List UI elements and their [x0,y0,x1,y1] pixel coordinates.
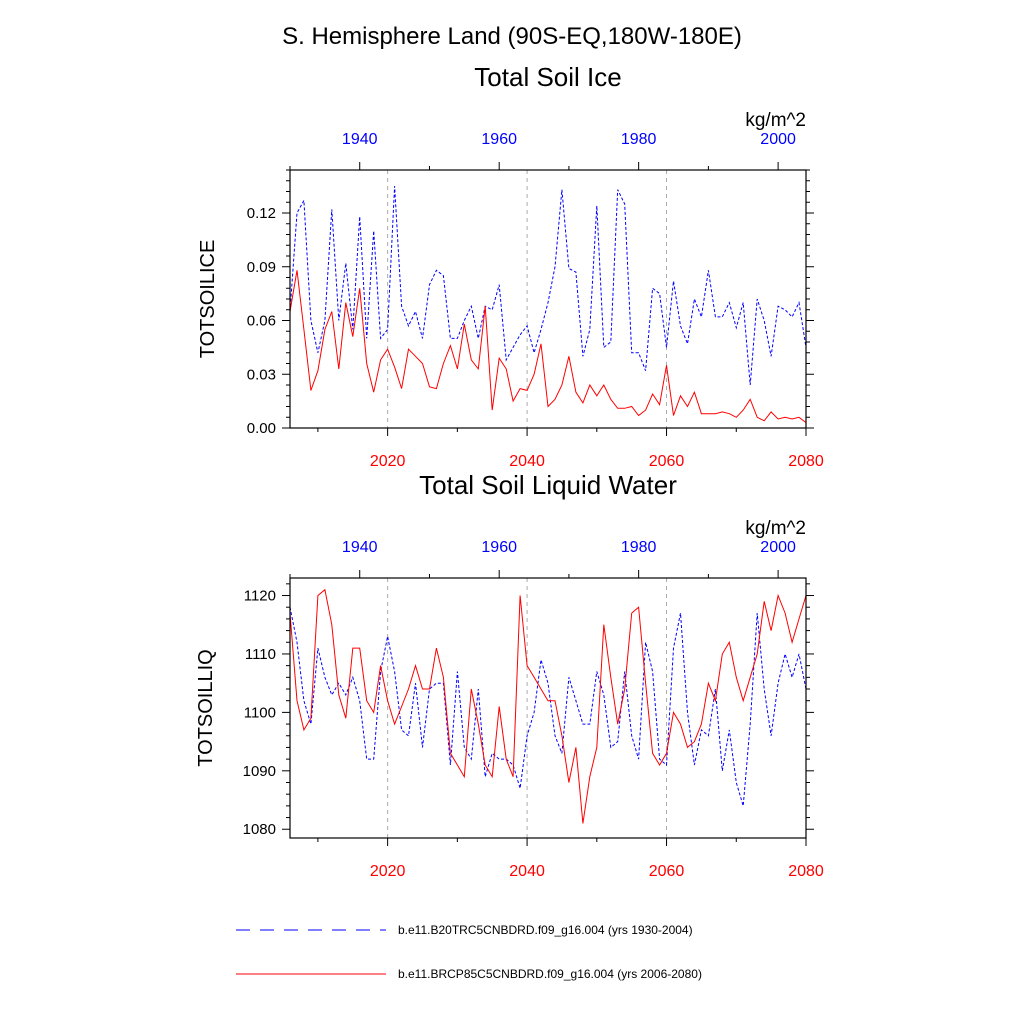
x-bottom-tick-label: 2020 [370,453,406,470]
x-top-tick-label: 2000 [760,131,796,148]
region-title: S. Hemisphere Land (90S-EQ,180W-180E) [282,23,742,50]
soil-ice-title: Total Soil Ice [474,62,621,92]
legend-historical-label: b.e11.B20TRC5CNBDRD.f09_g16.004 (yrs 193… [398,923,693,937]
x-bottom-tick-label: 2040 [509,453,545,470]
x-bottom-tick-label: 2020 [370,863,406,880]
soil-liquid-ylabel: TOTSOILLIQ [195,649,217,766]
soil-liquid-panel: Total Soil Liquid Water kg/m^2 TOTSOILLI… [195,470,824,880]
y-tick-label: 1090 [243,763,276,780]
y-tick-label: 1110 [245,646,276,663]
y-tick-label: 0.03 [247,366,276,383]
x-top-tick-label: 1980 [621,539,657,556]
x-top-tick-label: 1940 [342,131,378,148]
x-top-tick-label: 1960 [481,539,517,556]
x-bottom-tick-label: 2060 [649,453,685,470]
plot-frame [289,169,807,429]
x-top-tick-label: 2000 [760,539,796,556]
y-tick-label: 1100 [244,704,276,721]
y-tick-label: 1120 [244,588,276,605]
soil-ice-ylabel: TOTSOILICE [197,240,219,359]
x-bottom-tick-label: 2080 [788,453,824,470]
x-bottom-tick-label: 2060 [649,863,685,880]
soil-ice-panel: Total Soil Ice kg/m^2 TOTSOILICE 0.00 0.0… [197,62,824,470]
x-top-tick-label: 1940 [342,539,378,556]
legend: b.e11.B20TRC5CNBDRD.f09_g16.004 (yrs 193… [236,923,702,981]
plot-frame [289,577,807,839]
x-top-tick-label: 1960 [481,131,517,148]
soil-liquid-title: Total Soil Liquid Water [419,470,677,500]
y-tick-label: 0.12 [247,205,276,222]
soil-liquid-units: kg/m^2 [745,518,806,539]
legend-future-label: b.e11.BRCP85C5CNBDRD.f09_g16.004 (yrs 20… [398,967,702,981]
historical-series-line [289,607,807,807]
historical-series-line [289,186,807,386]
soil-ice-units: kg/m^2 [745,110,806,131]
future-series-line [289,270,807,423]
x-top-tick-label: 1980 [621,131,657,148]
y-tick-label: 0.09 [247,259,276,276]
y-tick-label: 0.06 [247,313,276,330]
x-bottom-tick-label: 2040 [509,863,545,880]
x-bottom-tick-label: 2080 [788,863,824,880]
y-tick-label: 1080 [243,821,276,838]
future-series-line [289,588,807,824]
y-tick-label: 0.00 [247,420,276,437]
